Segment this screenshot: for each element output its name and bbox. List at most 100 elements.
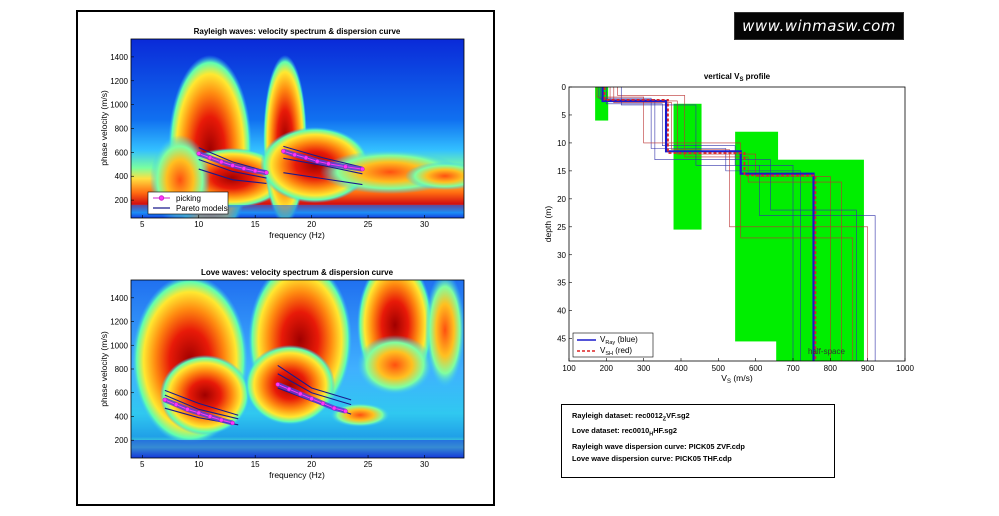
dataset-info-box: Rayleigh dataset: rec0012ZVF.sg2 Love da…	[561, 404, 835, 478]
x-tick-label: 5	[140, 460, 145, 469]
best-profiles	[601, 87, 817, 361]
love-curve-line: Love wave dispersion curve: PICK05 THF.c…	[572, 453, 732, 463]
rayleigh-pareto-lines	[198, 145, 363, 186]
x-tick-label: 5	[140, 220, 145, 229]
logo-text: www.winmasw.com	[742, 17, 896, 35]
pareto-line	[277, 364, 352, 401]
y-tick-label: 10	[557, 139, 566, 148]
x-tick-label: 600	[749, 364, 763, 373]
x-tick-label: 25	[364, 460, 373, 469]
vray-profile-line	[601, 87, 815, 361]
x-tick-label: 25	[364, 220, 373, 229]
love-chart: Love waves: velocity spectrum & dispersi…	[99, 268, 465, 480]
x-tick-label: 10	[194, 220, 203, 229]
y-tick-label: 1000	[110, 341, 128, 350]
pareto-line	[277, 373, 352, 406]
love-spectrum	[131, 280, 464, 458]
picking-point	[286, 386, 292, 392]
pareto-line	[198, 147, 267, 172]
half-space-label: half-space	[808, 347, 845, 356]
legend-vray-label: VRay (blue)	[600, 335, 638, 346]
picking-point	[196, 151, 201, 156]
pareto-line	[283, 172, 363, 186]
y-tick-label: 35	[557, 279, 566, 288]
model-profile-line	[600, 87, 857, 361]
y-tick-label: 1200	[110, 77, 128, 86]
x-tick-label: 10	[194, 460, 203, 469]
picking-point	[219, 159, 224, 165]
y-tick-label: 200	[115, 436, 129, 445]
x-tick-label: 20	[307, 460, 316, 469]
rayleigh-title: Rayleigh waves: velocity spectrum & disp…	[194, 27, 401, 36]
love-x-ticks: 5 10 15 20 25 30	[140, 455, 429, 469]
x-tick-label: 15	[251, 220, 260, 229]
picking-point	[298, 391, 303, 397]
love-picking-points	[162, 382, 348, 426]
legend-picking-marker	[158, 195, 165, 201]
pareto-line	[198, 168, 267, 184]
x-tick-label: 1000	[896, 364, 914, 373]
model-profiles	[596, 87, 876, 361]
vs-title: vertical VS profile	[704, 72, 771, 83]
picking-point	[343, 164, 348, 169]
y-tick-label: 200	[115, 196, 129, 205]
picking-point	[281, 148, 286, 154]
y-tick-label: 25	[557, 223, 566, 232]
rayleigh-y-ticks: 200 400 600 800 1000 1200 1400	[110, 53, 134, 205]
uncertainty-box	[595, 87, 609, 121]
y-tick-label: 1000	[110, 101, 128, 110]
model-profile-line	[620, 87, 876, 361]
x-tick-label: 30	[420, 220, 429, 229]
x-tick-label: 30	[420, 460, 429, 469]
picking-point	[252, 168, 258, 174]
y-tick-label: 5	[562, 111, 567, 120]
model-profile-line	[598, 87, 801, 361]
picking-point	[264, 170, 269, 175]
uncertainty-box	[735, 131, 779, 342]
y-tick-label: 1400	[110, 53, 128, 62]
love-dataset-line: Love dataset: rec0010HHF.sg2	[572, 426, 678, 438]
picking-point	[219, 417, 224, 423]
vsh-profile-line	[603, 87, 817, 361]
x-tick-label: 200	[600, 364, 614, 373]
y-tick-label: 400	[115, 412, 129, 421]
picking-point	[207, 414, 213, 419]
uncertainty-box	[673, 103, 702, 230]
y-tick-label: 0	[562, 83, 567, 92]
y-tick-label: 30	[557, 251, 566, 260]
x-tick-label: 900	[861, 364, 875, 373]
model-profile-line	[606, 87, 794, 361]
pareto-line	[164, 394, 239, 420]
rayleigh-x-ticks: 5 10 15 20 25 30	[140, 215, 429, 229]
y-tick-label: 1400	[110, 294, 128, 303]
picking-point	[230, 163, 235, 168]
picking-point	[360, 166, 365, 172]
vs-xlabel: VS (m/s)	[721, 373, 753, 385]
x-tick-label: 15	[251, 460, 260, 469]
y-tick-label: 15	[557, 167, 566, 176]
x-tick-label: 400	[674, 364, 688, 373]
rayleigh-ylabel: phase velocity (m/s)	[99, 90, 109, 166]
picking-point	[173, 402, 179, 407]
vs-legend: VRay (blue) VSH (red)	[572, 332, 654, 358]
picking-point	[162, 397, 168, 403]
pareto-line	[198, 159, 267, 179]
picking-point	[230, 420, 235, 426]
y-tick-label: 20	[557, 195, 566, 204]
picking-point	[343, 408, 348, 414]
winmasw-logo[interactable]: www.winmasw.com	[734, 12, 904, 40]
picking-point	[241, 166, 247, 171]
picking-point	[303, 155, 309, 160]
y-tick-label: 800	[115, 365, 129, 374]
legend-vsh-label: VSH (red)	[600, 346, 632, 357]
rayleigh-curve-line: Rayleigh wave dispersion curve: PICK05 Z…	[572, 441, 745, 451]
pareto-line	[283, 157, 363, 175]
x-tick-label: 800	[824, 364, 838, 373]
picking-point	[320, 401, 326, 406]
model-profile-line	[617, 87, 842, 361]
picking-point	[309, 396, 314, 401]
picking-point	[275, 382, 280, 387]
rayleigh-dataset-line: Rayleigh dataset: rec0012ZVF.sg2	[572, 411, 690, 423]
vs-y-ticks: 0 5 10 15 20 25 30 35 40 45	[557, 83, 572, 344]
